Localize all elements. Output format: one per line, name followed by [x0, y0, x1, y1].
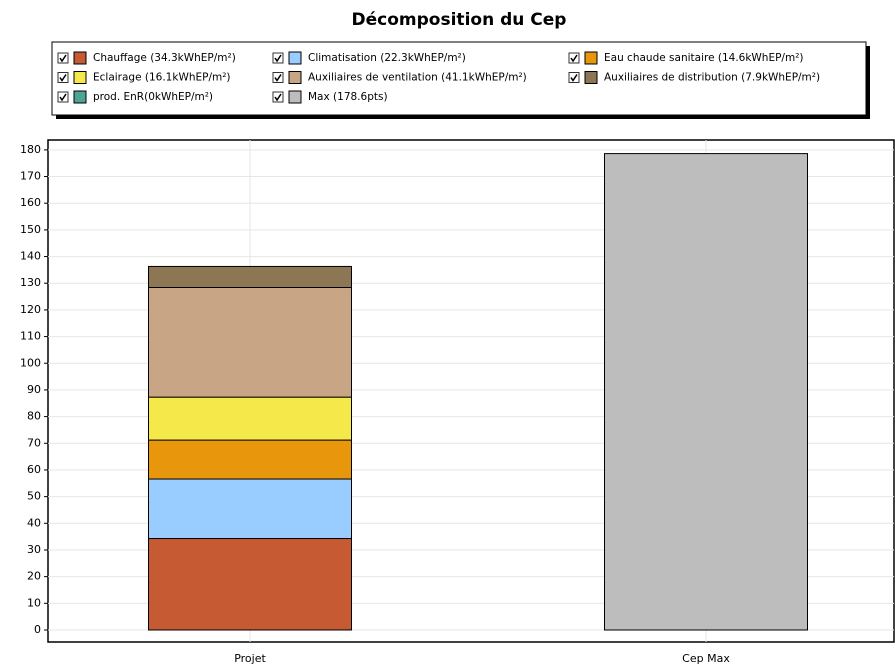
y-tick-label: 180 — [20, 143, 41, 156]
legend-label: Auxiliaires de ventilation (41.1kWhEP/m²… — [308, 72, 527, 84]
legend-label: Auxiliaires de distribution (7.9kWhEP/m²… — [604, 72, 820, 84]
y-tick-label: 120 — [20, 303, 41, 316]
bar-segment — [148, 287, 352, 398]
x-tick-label: Projet — [234, 652, 266, 665]
y-tick-label: 0 — [34, 623, 41, 636]
bar-segment — [148, 478, 352, 540]
bar-segment — [148, 538, 352, 631]
y-tick-label: 160 — [20, 196, 41, 209]
legend-swatch — [73, 51, 87, 65]
legend-swatch — [73, 71, 87, 84]
legend-swatch — [584, 71, 598, 84]
legend-check — [274, 93, 282, 102]
legend-checkbox — [272, 91, 284, 103]
legend-checkbox — [57, 52, 69, 64]
legend-checkbox — [57, 91, 69, 103]
legend-swatch — [73, 90, 87, 104]
legend-check — [274, 54, 282, 63]
y-tick-label: 150 — [20, 223, 41, 236]
bar-segment — [604, 153, 808, 631]
y-tick-label: 140 — [20, 250, 41, 263]
legend-label: Eclairage (16.1kWhEP/m²) — [93, 72, 231, 84]
legend-check — [570, 74, 578, 82]
y-tick-label: 70 — [27, 436, 41, 449]
bar-segment — [148, 265, 352, 289]
y-tick-label: 60 — [27, 463, 41, 476]
legend-label: Eau chaude sanitaire (14.6kWhEP/m²) — [604, 52, 804, 64]
legend-label: Climatisation (22.3kWhEP/m²) — [308, 52, 466, 64]
y-tick-label: 50 — [27, 490, 41, 503]
y-tick-label: 10 — [27, 596, 41, 609]
legend-swatch — [584, 51, 598, 65]
legend-check — [59, 54, 67, 63]
y-tick-label: 90 — [27, 383, 41, 396]
legend-checkbox — [568, 72, 580, 83]
y-tick-label: 100 — [20, 356, 41, 369]
legend-check — [570, 54, 578, 63]
legend-swatch — [288, 90, 302, 104]
legend-checkbox — [272, 72, 284, 83]
legend-box — [51, 41, 867, 116]
legend-label: Chauffage (34.3kWhEP/m²) — [93, 52, 236, 64]
legend-check — [274, 74, 282, 82]
bar-segment — [148, 439, 352, 480]
legend-checkbox — [57, 72, 69, 83]
legend-check — [59, 74, 67, 82]
y-tick-label: 40 — [27, 516, 41, 529]
legend-swatch — [288, 51, 302, 65]
y-tick-label: 110 — [20, 330, 41, 343]
y-tick-label: 20 — [27, 570, 41, 583]
x-tick-label: Cep Max — [682, 652, 730, 665]
y-tick-label: 170 — [20, 170, 41, 183]
legend-label: Max (178.6pts) — [308, 91, 388, 103]
legend-label: prod. EnR(0kWhEP/m²) — [93, 91, 213, 103]
legend-checkbox — [568, 52, 580, 64]
y-tick-label: 30 — [27, 543, 41, 556]
y-tick-label: 130 — [20, 276, 41, 289]
y-tick-label: 80 — [27, 410, 41, 423]
legend-swatch — [288, 71, 302, 84]
bar-segment — [148, 396, 352, 441]
legend-checkbox — [272, 52, 284, 64]
chart-title: Décomposition du Cep — [352, 10, 567, 30]
legend-check — [59, 93, 67, 102]
